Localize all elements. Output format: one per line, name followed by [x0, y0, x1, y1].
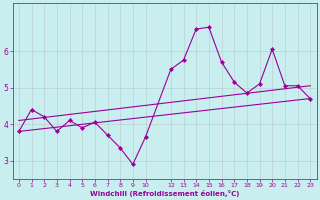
X-axis label: Windchill (Refroidissement éolien,°C): Windchill (Refroidissement éolien,°C)	[90, 190, 239, 197]
